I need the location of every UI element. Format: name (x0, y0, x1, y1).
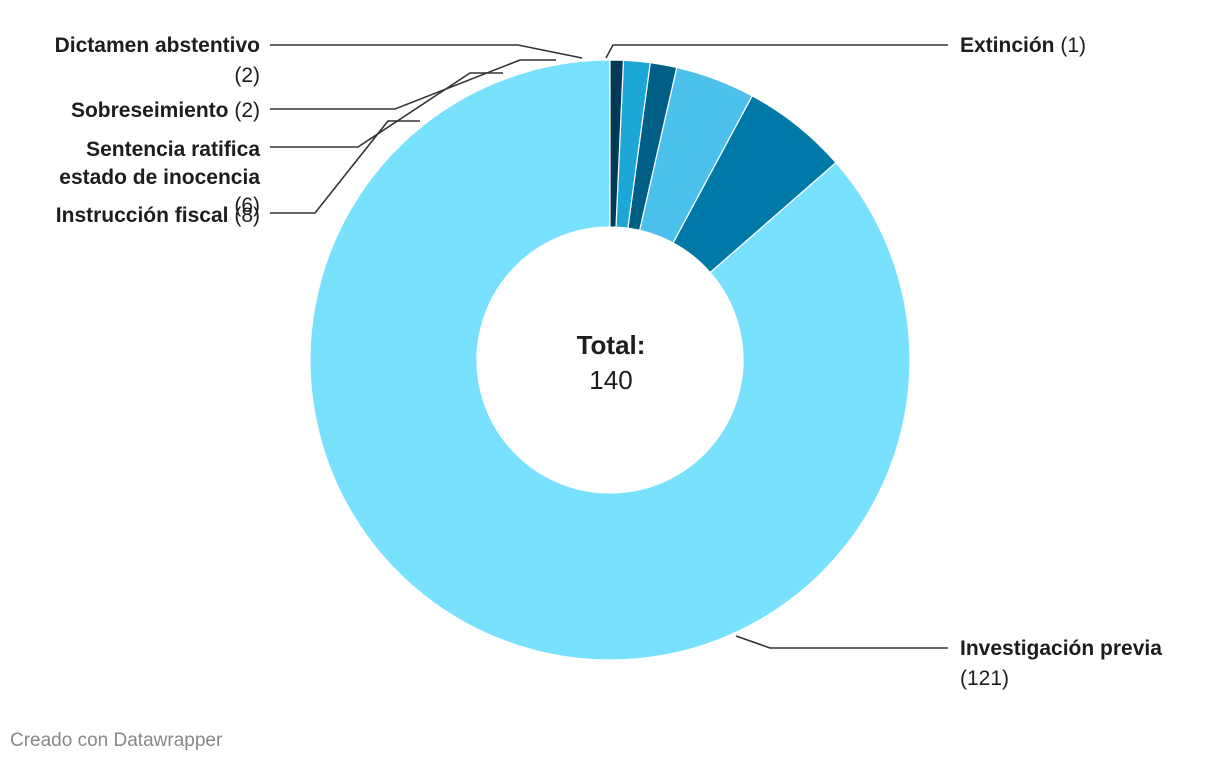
slice-label-0-line-0: Extinción (1) (960, 34, 1086, 57)
slice-label-5-line-0: Instrucción fiscal (8) (56, 204, 260, 227)
leader-line-4 (270, 72, 503, 148)
leader-line-3 (270, 59, 556, 110)
slice-label-4-line-0: Sentencia ratifica (86, 138, 260, 161)
slice-label-3-line-0: Sobreseimiento (2) (71, 99, 260, 122)
slice-label-2-line-0: Dictamen abstentivo (55, 34, 260, 57)
donut-slices (309, 59, 911, 661)
credit-note: Creado con Datawrapper (10, 730, 223, 751)
slice-label-2-line-1: (2) (234, 64, 260, 87)
leader-line-1 (735, 635, 948, 649)
leader-line-2 (270, 44, 583, 59)
slice-label-1-line-0: Investigación previa (960, 637, 1162, 660)
leader-line-5 (270, 120, 420, 214)
slice-5 (609, 59, 625, 228)
center-total-value: 140 (589, 365, 632, 395)
slice-label-4-line-1: estado de inocencia (59, 166, 260, 189)
leader-lines (270, 44, 948, 649)
center-total-label: Total: (577, 330, 646, 360)
slice-label-1-line-1: (121) (960, 667, 1009, 690)
slice-label-4-line-2: (6) (234, 194, 260, 217)
leader-line-0 (605, 44, 948, 59)
slice-labels: Extinción (1) Investigación previa (121) Di… (55, 34, 1163, 690)
slice-0 (309, 59, 911, 661)
